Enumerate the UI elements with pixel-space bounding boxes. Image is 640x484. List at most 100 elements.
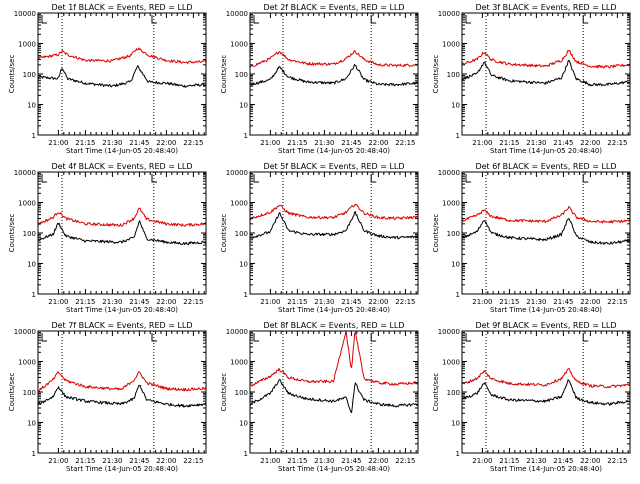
x-tick-label: 22:15 xyxy=(183,298,203,306)
x-tick-label: 21:00 xyxy=(472,139,492,147)
events-series-line xyxy=(37,384,207,408)
panel-det-4: Det 4f BLACK = Events, RED = LLD 1 10 100 10… xyxy=(8,162,207,314)
y-tick-label: 100 xyxy=(447,71,460,79)
y-tick-label: 1 xyxy=(244,132,248,140)
flag-marker xyxy=(582,333,589,342)
y-tick-label: 100 xyxy=(235,389,248,397)
lld-series-line xyxy=(37,371,207,392)
flag-marker xyxy=(370,333,377,342)
y-tick-label: 100 xyxy=(23,230,36,238)
panel-title: Det 8f BLACK = Events, RED = LLD xyxy=(263,321,404,330)
x-tick-label: 21:30 xyxy=(314,298,334,306)
flag-marker xyxy=(151,15,157,24)
plot-frame xyxy=(37,171,207,295)
events-series-line xyxy=(249,211,419,240)
x-tick-label: 21:30 xyxy=(526,139,546,147)
lld-series-line xyxy=(461,206,631,224)
x-tick-label: 21:15 xyxy=(287,298,307,306)
x-tick-label: 22:15 xyxy=(183,457,203,465)
y-axis-label: Counts/sec xyxy=(220,55,228,94)
y-axis-label: Counts/sec xyxy=(220,214,228,253)
lld-series-line xyxy=(249,49,419,68)
x-axis-label: Start Time (14-Jun-05 20:48:40) xyxy=(490,306,602,314)
y-tick-label: 10000 xyxy=(226,10,248,18)
x-tick-label: 22:00 xyxy=(156,298,176,306)
lld-series-line xyxy=(249,331,419,387)
flag-marker xyxy=(41,15,47,24)
y-tick-label: 1000 xyxy=(230,200,248,208)
flag-marker xyxy=(370,174,377,183)
flag-marker xyxy=(465,174,471,183)
x-tick-label: 22:00 xyxy=(580,457,600,465)
flag-marker xyxy=(465,15,471,24)
x-tick-label: 21:15 xyxy=(75,298,95,306)
x-tick-label: 21:00 xyxy=(260,298,280,306)
y-tick-label: 10 xyxy=(239,420,248,428)
y-axis-label: Counts/sec xyxy=(432,373,440,412)
x-axis-label: Start Time (14-Jun-05 20:48:40) xyxy=(66,147,178,155)
y-tick-label: 10 xyxy=(27,261,36,269)
y-tick-label: 10 xyxy=(239,261,248,269)
y-tick-label: 1 xyxy=(244,450,248,458)
y-tick-label: 10000 xyxy=(14,328,36,336)
x-tick-label: 21:30 xyxy=(526,298,546,306)
flag-marker xyxy=(253,333,259,342)
panel-title: Det 1f BLACK = Events, RED = LLD xyxy=(51,3,192,12)
lld-series-line xyxy=(249,203,419,221)
panel-det-7: Det 7f BLACK = Events, RED = LLD 1 10 100 10… xyxy=(8,321,207,473)
y-tick-label: 10 xyxy=(239,102,248,110)
flag-marker xyxy=(151,333,157,342)
x-tick-label: 21:45 xyxy=(341,298,361,306)
x-tick-label: 22:15 xyxy=(607,298,627,306)
x-axis-label: Start Time (14-Jun-05 20:48:40) xyxy=(278,306,390,314)
y-tick-label: 10000 xyxy=(438,169,460,177)
x-axis-label: Start Time (14-Jun-05 20:48:40) xyxy=(278,147,390,155)
y-tick-label: 1 xyxy=(244,291,248,299)
panel-det-2: Det 2f BLACK = Events, RED = LLD 1 10 100 10… xyxy=(220,3,419,155)
x-tick-label: 21:45 xyxy=(553,457,573,465)
x-tick-label: 21:00 xyxy=(472,298,492,306)
x-tick-label: 21:15 xyxy=(499,457,519,465)
lld-series-line xyxy=(37,207,207,227)
x-tick-label: 21:00 xyxy=(260,457,280,465)
y-axis-label: Counts/sec xyxy=(432,55,440,94)
y-tick-label: 1000 xyxy=(18,200,36,208)
x-tick-label: 22:15 xyxy=(183,139,203,147)
panel-title: Det 2f BLACK = Events, RED = LLD xyxy=(263,3,404,12)
x-tick-label: 22:00 xyxy=(580,139,600,147)
x-tick-label: 21:45 xyxy=(341,139,361,147)
x-tick-label: 22:15 xyxy=(395,139,415,147)
x-tick-label: 21:00 xyxy=(472,457,492,465)
x-tick-label: 21:45 xyxy=(553,139,573,147)
y-tick-label: 1 xyxy=(456,291,460,299)
panel-det-8: Det 8f BLACK = Events, RED = LLD 1 10 100 10… xyxy=(220,321,419,473)
y-axis-label: Counts/sec xyxy=(8,373,16,412)
x-tick-label: 21:45 xyxy=(129,298,149,306)
flag-marker xyxy=(370,15,377,24)
x-tick-label: 21:45 xyxy=(129,457,149,465)
x-tick-label: 21:15 xyxy=(499,139,519,147)
x-tick-label: 21:15 xyxy=(287,457,307,465)
y-tick-label: 10000 xyxy=(14,169,36,177)
y-tick-label: 10 xyxy=(451,261,460,269)
x-tick-label: 21:30 xyxy=(314,139,334,147)
plot-frame xyxy=(249,330,419,454)
y-tick-label: 1000 xyxy=(442,359,460,367)
panel-title: Det 4f BLACK = Events, RED = LLD xyxy=(51,162,192,171)
plot-frame xyxy=(37,12,207,136)
flag-marker xyxy=(41,333,47,342)
y-tick-label: 1000 xyxy=(442,41,460,49)
panel-det-1: Det 1f BLACK = Events, RED = LLD 1 10 100 10… xyxy=(8,3,207,155)
lld-series-line xyxy=(37,47,207,65)
panel-title: Det 5f BLACK = Events, RED = LLD xyxy=(263,162,404,171)
panel-det-5: Det 5f BLACK = Events, RED = LLD 1 10 100 10… xyxy=(220,162,419,314)
x-axis-label: Start Time (14-Jun-05 20:48:40) xyxy=(66,306,178,314)
x-axis-label: Start Time (14-Jun-05 20:48:40) xyxy=(490,147,602,155)
y-tick-label: 10000 xyxy=(438,10,460,18)
events-series-line xyxy=(37,65,207,88)
x-tick-label: 21:00 xyxy=(48,298,68,306)
flag-marker xyxy=(253,174,259,183)
x-axis-label: Start Time (14-Jun-05 20:48:40) xyxy=(66,465,178,473)
